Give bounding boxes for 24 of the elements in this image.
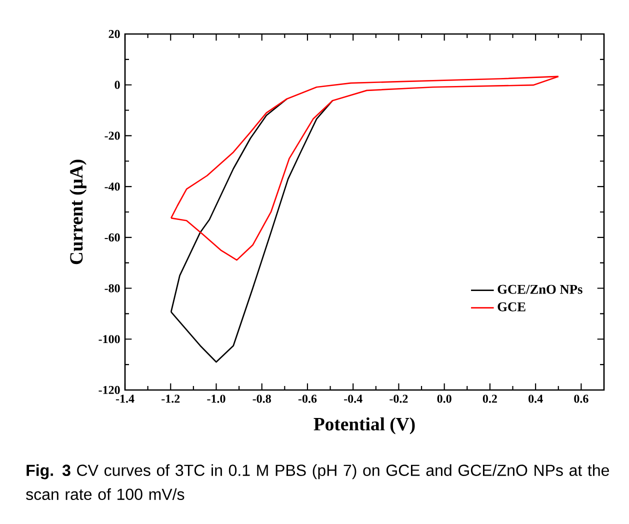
y-tick-label: 0 bbox=[114, 80, 120, 89]
legend-label: GCE bbox=[498, 302, 526, 312]
x-tick-label: 0.0 bbox=[437, 394, 452, 403]
y-tick-label: -40 bbox=[104, 182, 120, 191]
x-tick-label: -0.6 bbox=[298, 394, 317, 403]
x-tick-label: -0.8 bbox=[252, 394, 271, 403]
x-tick-label: 0.2 bbox=[482, 394, 497, 403]
x-tick-label: -1.2 bbox=[162, 394, 180, 403]
x-tick-label: 0.4 bbox=[528, 394, 543, 403]
x-tick-label: 0.6 bbox=[574, 394, 588, 403]
y-tick-label: -120 bbox=[98, 386, 120, 394]
x-axis-title: Potential (V) bbox=[314, 417, 415, 434]
x-tick-label: -1.4 bbox=[116, 394, 134, 403]
y-tick-label: -20 bbox=[104, 132, 120, 140]
x-tick-label: -0.2 bbox=[390, 394, 408, 403]
x-tick-label: -1.0 bbox=[207, 394, 226, 403]
y-tick-label: -100 bbox=[98, 335, 120, 344]
y-tick-label: 20 bbox=[108, 30, 120, 38]
x-tick-label: -0.4 bbox=[344, 394, 362, 403]
text: Fig. 3 CV curves of 3TC in 0.1 M PBS (pH 7) on GCE and GCE/ZnO NPs at the scan rate of 100 mV/s bbox=[26, 464, 609, 500]
y-axis-title: Current (μA) bbox=[70, 160, 86, 264]
y-tick-label: -60 bbox=[104, 233, 120, 242]
y-tick-label: -80 bbox=[104, 284, 120, 292]
legend-label: GCE/ZnO NPs bbox=[498, 284, 582, 294]
